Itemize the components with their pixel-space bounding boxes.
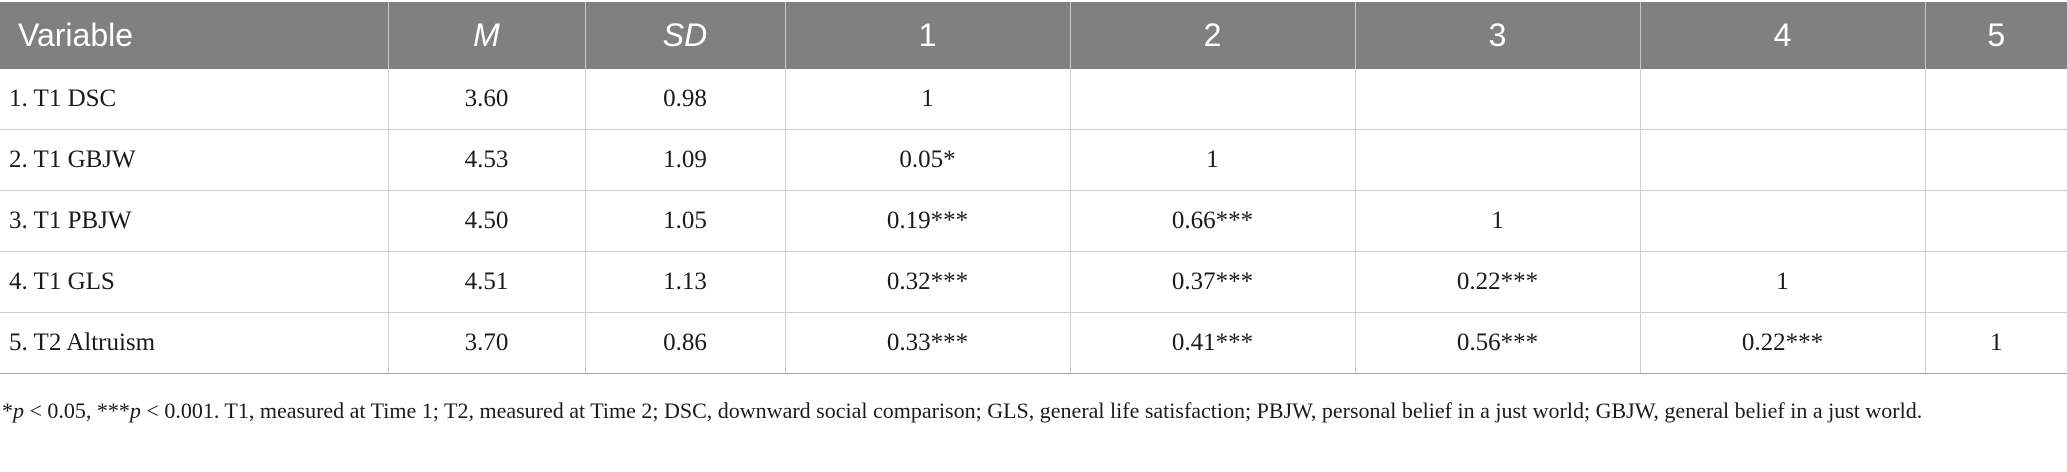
- cell-sd: 0.86: [585, 312, 786, 374]
- cell-corr-2: 0.37***: [1070, 251, 1356, 313]
- cell-corr-3: [1355, 129, 1641, 191]
- header-sd: SD: [585, 2, 786, 69]
- cell-mean: 4.51: [388, 251, 586, 313]
- table-row: 1. T1 DSC 3.60 0.98 1: [0, 69, 2067, 130]
- footnote-p-symbol: p: [13, 398, 24, 423]
- cell-corr-2: 0.66***: [1070, 190, 1356, 252]
- cell-sd: 1.05: [585, 190, 786, 252]
- footnote-star: *: [2, 398, 13, 423]
- cell-corr-2: 1: [1070, 129, 1356, 191]
- cell-corr-5: [1925, 190, 2067, 252]
- cell-corr-5: [1925, 129, 2067, 191]
- cell-variable: 3. T1 PBJW: [0, 190, 389, 252]
- cell-corr-1: 0.33***: [785, 312, 1071, 374]
- table-row: 2. T1 GBJW 4.53 1.09 0.05* 1: [0, 129, 2067, 191]
- header-variable: Variable: [0, 2, 389, 69]
- cell-variable: 2. T1 GBJW: [0, 129, 389, 191]
- header-col-1: 1: [785, 2, 1071, 69]
- table-row: 4. T1 GLS 4.51 1.13 0.32*** 0.37*** 0.22…: [0, 251, 2067, 313]
- cell-corr-3: 0.56***: [1355, 312, 1641, 374]
- cell-corr-4: 0.22***: [1640, 312, 1926, 374]
- cell-corr-1: 0.19***: [785, 190, 1071, 252]
- cell-mean: 4.50: [388, 190, 586, 252]
- header-col-4: 4: [1640, 2, 1926, 69]
- correlation-table: Variable M SD 1 2 3 4 5 1. T1 DSC 3.60 0…: [0, 2, 2067, 374]
- table-row: 5. T2 Altruism 3.70 0.86 0.33*** 0.41***…: [0, 312, 2067, 374]
- cell-corr-4: [1640, 69, 1926, 130]
- cell-corr-1: 0.32***: [785, 251, 1071, 313]
- cell-corr-4: 1: [1640, 251, 1926, 313]
- cell-mean: 4.53: [388, 129, 586, 191]
- cell-variable: 1. T1 DSC: [0, 69, 389, 130]
- cell-corr-5: [1925, 251, 2067, 313]
- cell-corr-5: 1: [1925, 312, 2067, 374]
- cell-sd: 1.09: [585, 129, 786, 191]
- cell-mean: 3.60: [388, 69, 586, 130]
- cell-corr-5: [1925, 69, 2067, 130]
- cell-corr-2: 0.41***: [1070, 312, 1356, 374]
- header-col-3: 3: [1355, 2, 1641, 69]
- cell-corr-3: 1: [1355, 190, 1641, 252]
- cell-variable: 4. T1 GLS: [0, 251, 389, 313]
- footnote-abbreviations: < 0.001. T1, measured at Time 1; T2, mea…: [140, 398, 1923, 423]
- cell-corr-4: [1640, 190, 1926, 252]
- cell-corr-3: 0.22***: [1355, 251, 1641, 313]
- cell-corr-4: [1640, 129, 1926, 191]
- cell-sd: 0.98: [585, 69, 786, 130]
- table-header-row: Variable M SD 1 2 3 4 5: [0, 2, 2067, 69]
- cell-corr-1: 0.05*: [785, 129, 1071, 191]
- cell-mean: 3.70: [388, 312, 586, 374]
- header-col-2: 2: [1070, 2, 1356, 69]
- cell-sd: 1.13: [585, 251, 786, 313]
- header-col-5: 5: [1925, 2, 2067, 69]
- cell-variable: 5. T2 Altruism: [0, 312, 389, 374]
- table-footnote: *p < 0.05, ***p < 0.001. T1, measured at…: [2, 395, 2062, 427]
- footnote-threshold: < 0.05, ***: [24, 398, 130, 423]
- table-row: 3. T1 PBJW 4.50 1.05 0.19*** 0.66*** 1: [0, 190, 2067, 252]
- cell-corr-1: 1: [785, 69, 1071, 130]
- cell-corr-3: [1355, 69, 1641, 130]
- correlation-table-container: Variable M SD 1 2 3 4 5 1. T1 DSC 3.60 0…: [0, 2, 2067, 374]
- header-mean: M: [388, 2, 586, 69]
- footnote-p-symbol: p: [129, 398, 141, 423]
- cell-corr-2: [1070, 69, 1356, 130]
